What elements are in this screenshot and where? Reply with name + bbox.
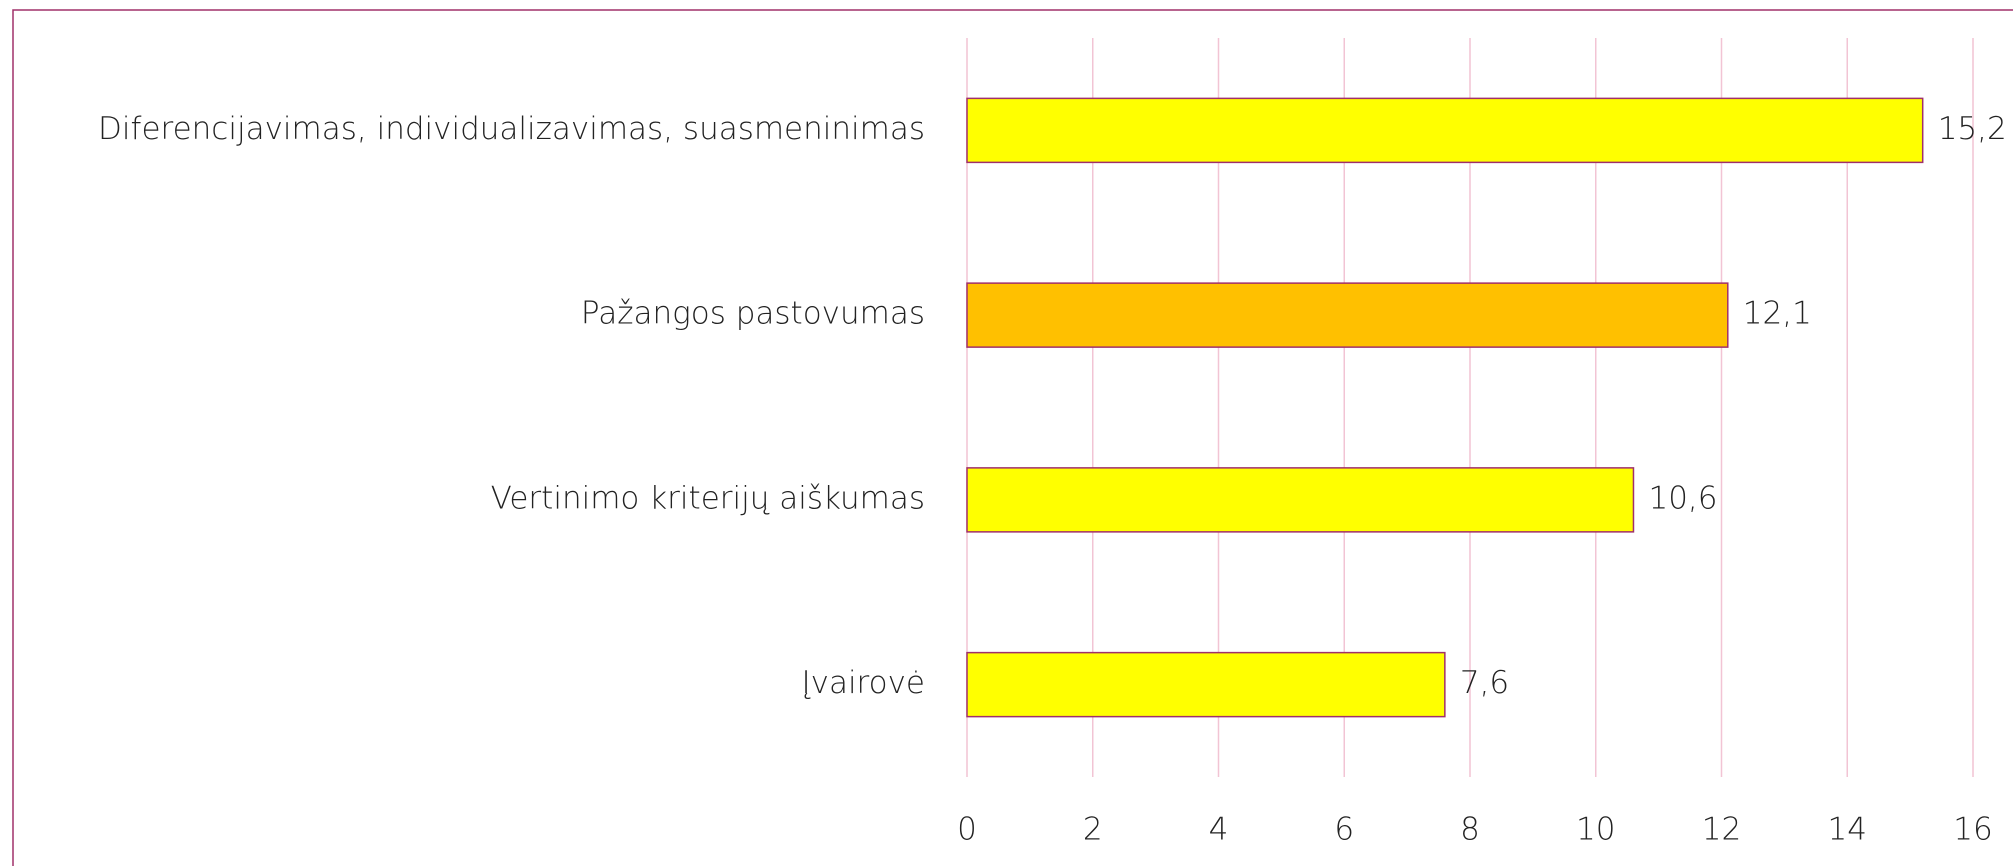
data-label: 10,6 [1648,480,1717,516]
data-label: 7,6 [1460,665,1509,701]
data-label: 15,2 [1938,111,2007,147]
y-tick-label: Įvairovė [801,665,925,701]
y-tick-label: Diferencijavimas, individualizavimas, su… [98,111,925,147]
x-tick-label: 16 [1953,812,1992,848]
x-tick-label: 0 [957,812,977,848]
x-tick-label: 14 [1828,812,1867,848]
x-tick-label: 8 [1460,812,1480,848]
x-tick-label: 12 [1702,812,1741,848]
y-tick-label: Vertinimo kriterijų aiškumas [491,480,925,516]
bar [966,282,1729,348]
bar [966,97,1924,164]
x-tick-label: 10 [1576,812,1615,848]
x-tick-label: 6 [1334,812,1354,848]
x-tick-label: 2 [1083,812,1103,848]
x-tick-label: 4 [1209,812,1229,848]
data-label: 12,1 [1743,296,1812,332]
y-tick-label: Pažangos pastovumas [581,296,925,332]
bar [966,651,1446,718]
bar [966,467,1635,533]
